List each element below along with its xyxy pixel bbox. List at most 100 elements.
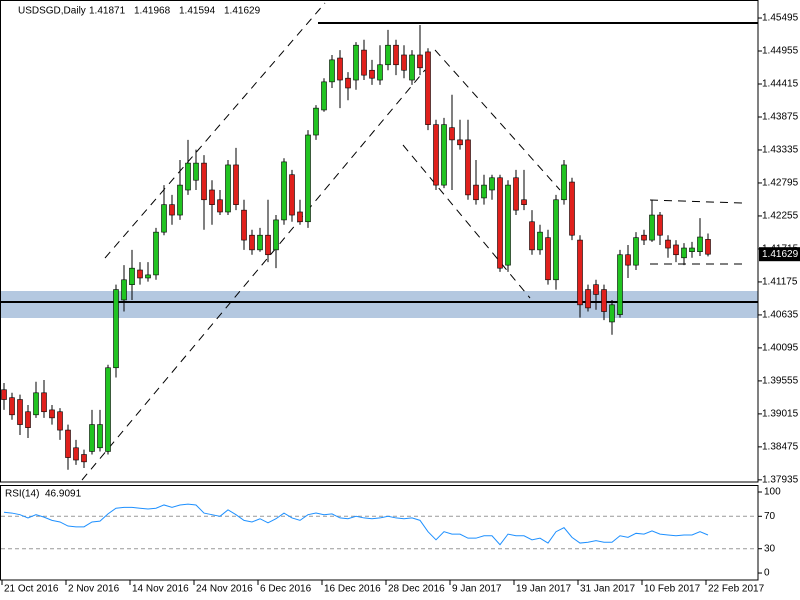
candle-body [313, 107, 319, 136]
candle-body [369, 69, 375, 79]
open-value: 1.41871 [89, 6, 126, 17]
candle-body [345, 77, 351, 89]
candle-body [161, 204, 167, 233]
candle-body [665, 239, 671, 249]
candle-body [129, 267, 135, 285]
candle-body [321, 81, 327, 111]
candle-body [81, 454, 87, 463]
price-label: 1.41629 [762, 249, 799, 260]
x-tick-label: 6 Dec 2016 [260, 584, 312, 595]
channel-line [104, 2, 326, 259]
x-tick-label: 14 Nov 2016 [132, 584, 189, 595]
candle-body [641, 234, 647, 241]
candle-body [545, 237, 551, 281]
x-tick-label: 9 Jan 2017 [452, 584, 502, 595]
y-tick-label: 1.42795 [762, 178, 799, 189]
candle-body [417, 54, 423, 69]
y-tick-label: 1.38475 [762, 442, 799, 453]
x-tick-label: 31 Jan 2017 [580, 584, 635, 595]
candle-body [585, 289, 591, 309]
candle-body [617, 254, 623, 315]
x-tick-label: 21 Oct 2016 [4, 584, 59, 595]
low-value: 1.41594 [179, 6, 216, 17]
x-tick-label: 28 Dec 2016 [388, 584, 445, 595]
candle-body [233, 164, 239, 205]
channel-line [81, 69, 426, 481]
candle-body [529, 221, 535, 251]
y-tick-label: 1.43875 [762, 112, 799, 123]
candle-body [657, 214, 663, 236]
range-line [649, 199, 743, 204]
candle-body [569, 181, 575, 236]
candle-body [689, 247, 695, 252]
x-tick-label: 19 Jan 2017 [516, 584, 571, 595]
candle-body [265, 234, 271, 256]
candle-body [249, 234, 255, 251]
y-tick-label: 100 [764, 487, 781, 498]
candle-body [505, 184, 511, 266]
channel-lines [81, 2, 743, 481]
candle-body [9, 397, 15, 416]
candle-body [697, 236, 703, 252]
y-tick-label: 1.44415 [762, 79, 799, 90]
candle-body [153, 231, 159, 276]
candle-body [17, 399, 23, 425]
candle-body [537, 231, 543, 251]
candle-body [297, 211, 303, 223]
candle-body [465, 139, 471, 196]
candle-body [385, 44, 391, 66]
candle-body [513, 177, 519, 211]
y-tick-label: 1.42255 [762, 211, 799, 222]
candle-body [169, 204, 175, 216]
y-tick-label: 1.40095 [762, 343, 799, 354]
candle-body [337, 57, 343, 81]
candle-body [553, 199, 559, 281]
candle-body [193, 162, 199, 181]
candle-body [65, 429, 71, 458]
candle-body [145, 274, 151, 279]
candle-body [401, 54, 407, 71]
candle-body [481, 184, 487, 199]
marks [1, 25, 711, 470]
candle-body [113, 289, 119, 369]
x-tick-label: 16 Dec 2016 [324, 584, 381, 595]
y-tick-label: 1.39015 [762, 409, 799, 420]
candle-body [433, 124, 439, 186]
candle-body [1, 389, 7, 400]
candle-body [73, 447, 79, 461]
y-tick-label: 70 [764, 511, 776, 522]
channel-line [434, 49, 561, 191]
candle-body [25, 411, 31, 428]
close-value: 1.41629 [224, 6, 261, 17]
price-label-box [759, 247, 800, 262]
x-tick-label: 2 Nov 2016 [68, 584, 120, 595]
rsi-title: RSI(14) [5, 489, 39, 500]
candle-body [33, 392, 39, 416]
channel-line [402, 144, 531, 299]
candle-body [97, 424, 103, 449]
candle-body [457, 139, 463, 146]
candle-body [273, 219, 279, 251]
candle-body [121, 279, 127, 301]
candle-body [361, 49, 367, 76]
x-tick-label: 22 Feb 2017 [708, 584, 765, 595]
candle-body [353, 44, 359, 81]
candle-body [393, 44, 399, 66]
candle-body [425, 51, 431, 125]
y-tick-label: 0 [764, 568, 770, 579]
candle-body [489, 177, 495, 191]
candle-body [649, 214, 655, 241]
candle-body [449, 127, 455, 141]
candle-body [105, 367, 111, 452]
y-tick-label: 30 [764, 543, 776, 554]
y-tick-label: 1.43335 [762, 145, 799, 156]
candle-body [257, 234, 263, 251]
candle-body [377, 64, 383, 81]
candle-body [185, 162, 191, 191]
candle-body [329, 59, 335, 83]
candle-body [473, 184, 479, 201]
candle-body [593, 284, 599, 295]
y-tick-label: 1.45495 [762, 13, 799, 24]
y-tick-label: 1.39555 [762, 376, 799, 387]
